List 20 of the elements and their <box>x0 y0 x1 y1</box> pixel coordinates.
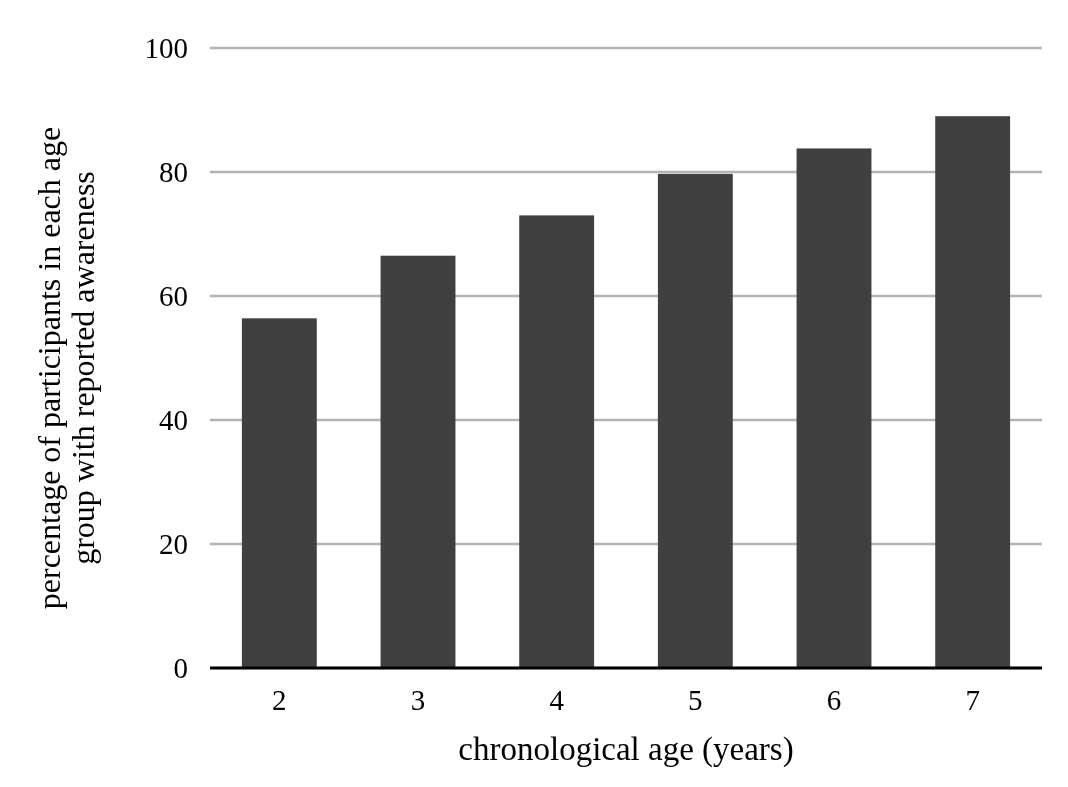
x-tick-label: 6 <box>826 684 842 716</box>
y-tick-label: 80 <box>159 156 188 189</box>
bar <box>241 318 317 668</box>
y-tick-label: 20 <box>159 528 188 561</box>
bar <box>657 173 733 668</box>
x-tick-label: 7 <box>965 684 980 716</box>
x-axis-title: chronological age (years) <box>458 731 794 768</box>
bar <box>935 116 1011 668</box>
y-tick-label: 40 <box>159 404 188 437</box>
y-tick-label: 100 <box>144 32 188 65</box>
x-tick-label: 2 <box>272 684 287 716</box>
bar <box>796 148 872 668</box>
y-tick-label: 0 <box>173 652 188 685</box>
x-tick-label: 5 <box>688 684 703 716</box>
y-axis-title: percentage of participants in each age group with reported awareness <box>31 126 101 610</box>
x-tick-label: 4 <box>549 684 565 716</box>
y-tick-label: 60 <box>159 280 188 313</box>
bar <box>380 255 456 668</box>
bar <box>519 215 595 668</box>
x-tick-label: 3 <box>410 684 426 716</box>
